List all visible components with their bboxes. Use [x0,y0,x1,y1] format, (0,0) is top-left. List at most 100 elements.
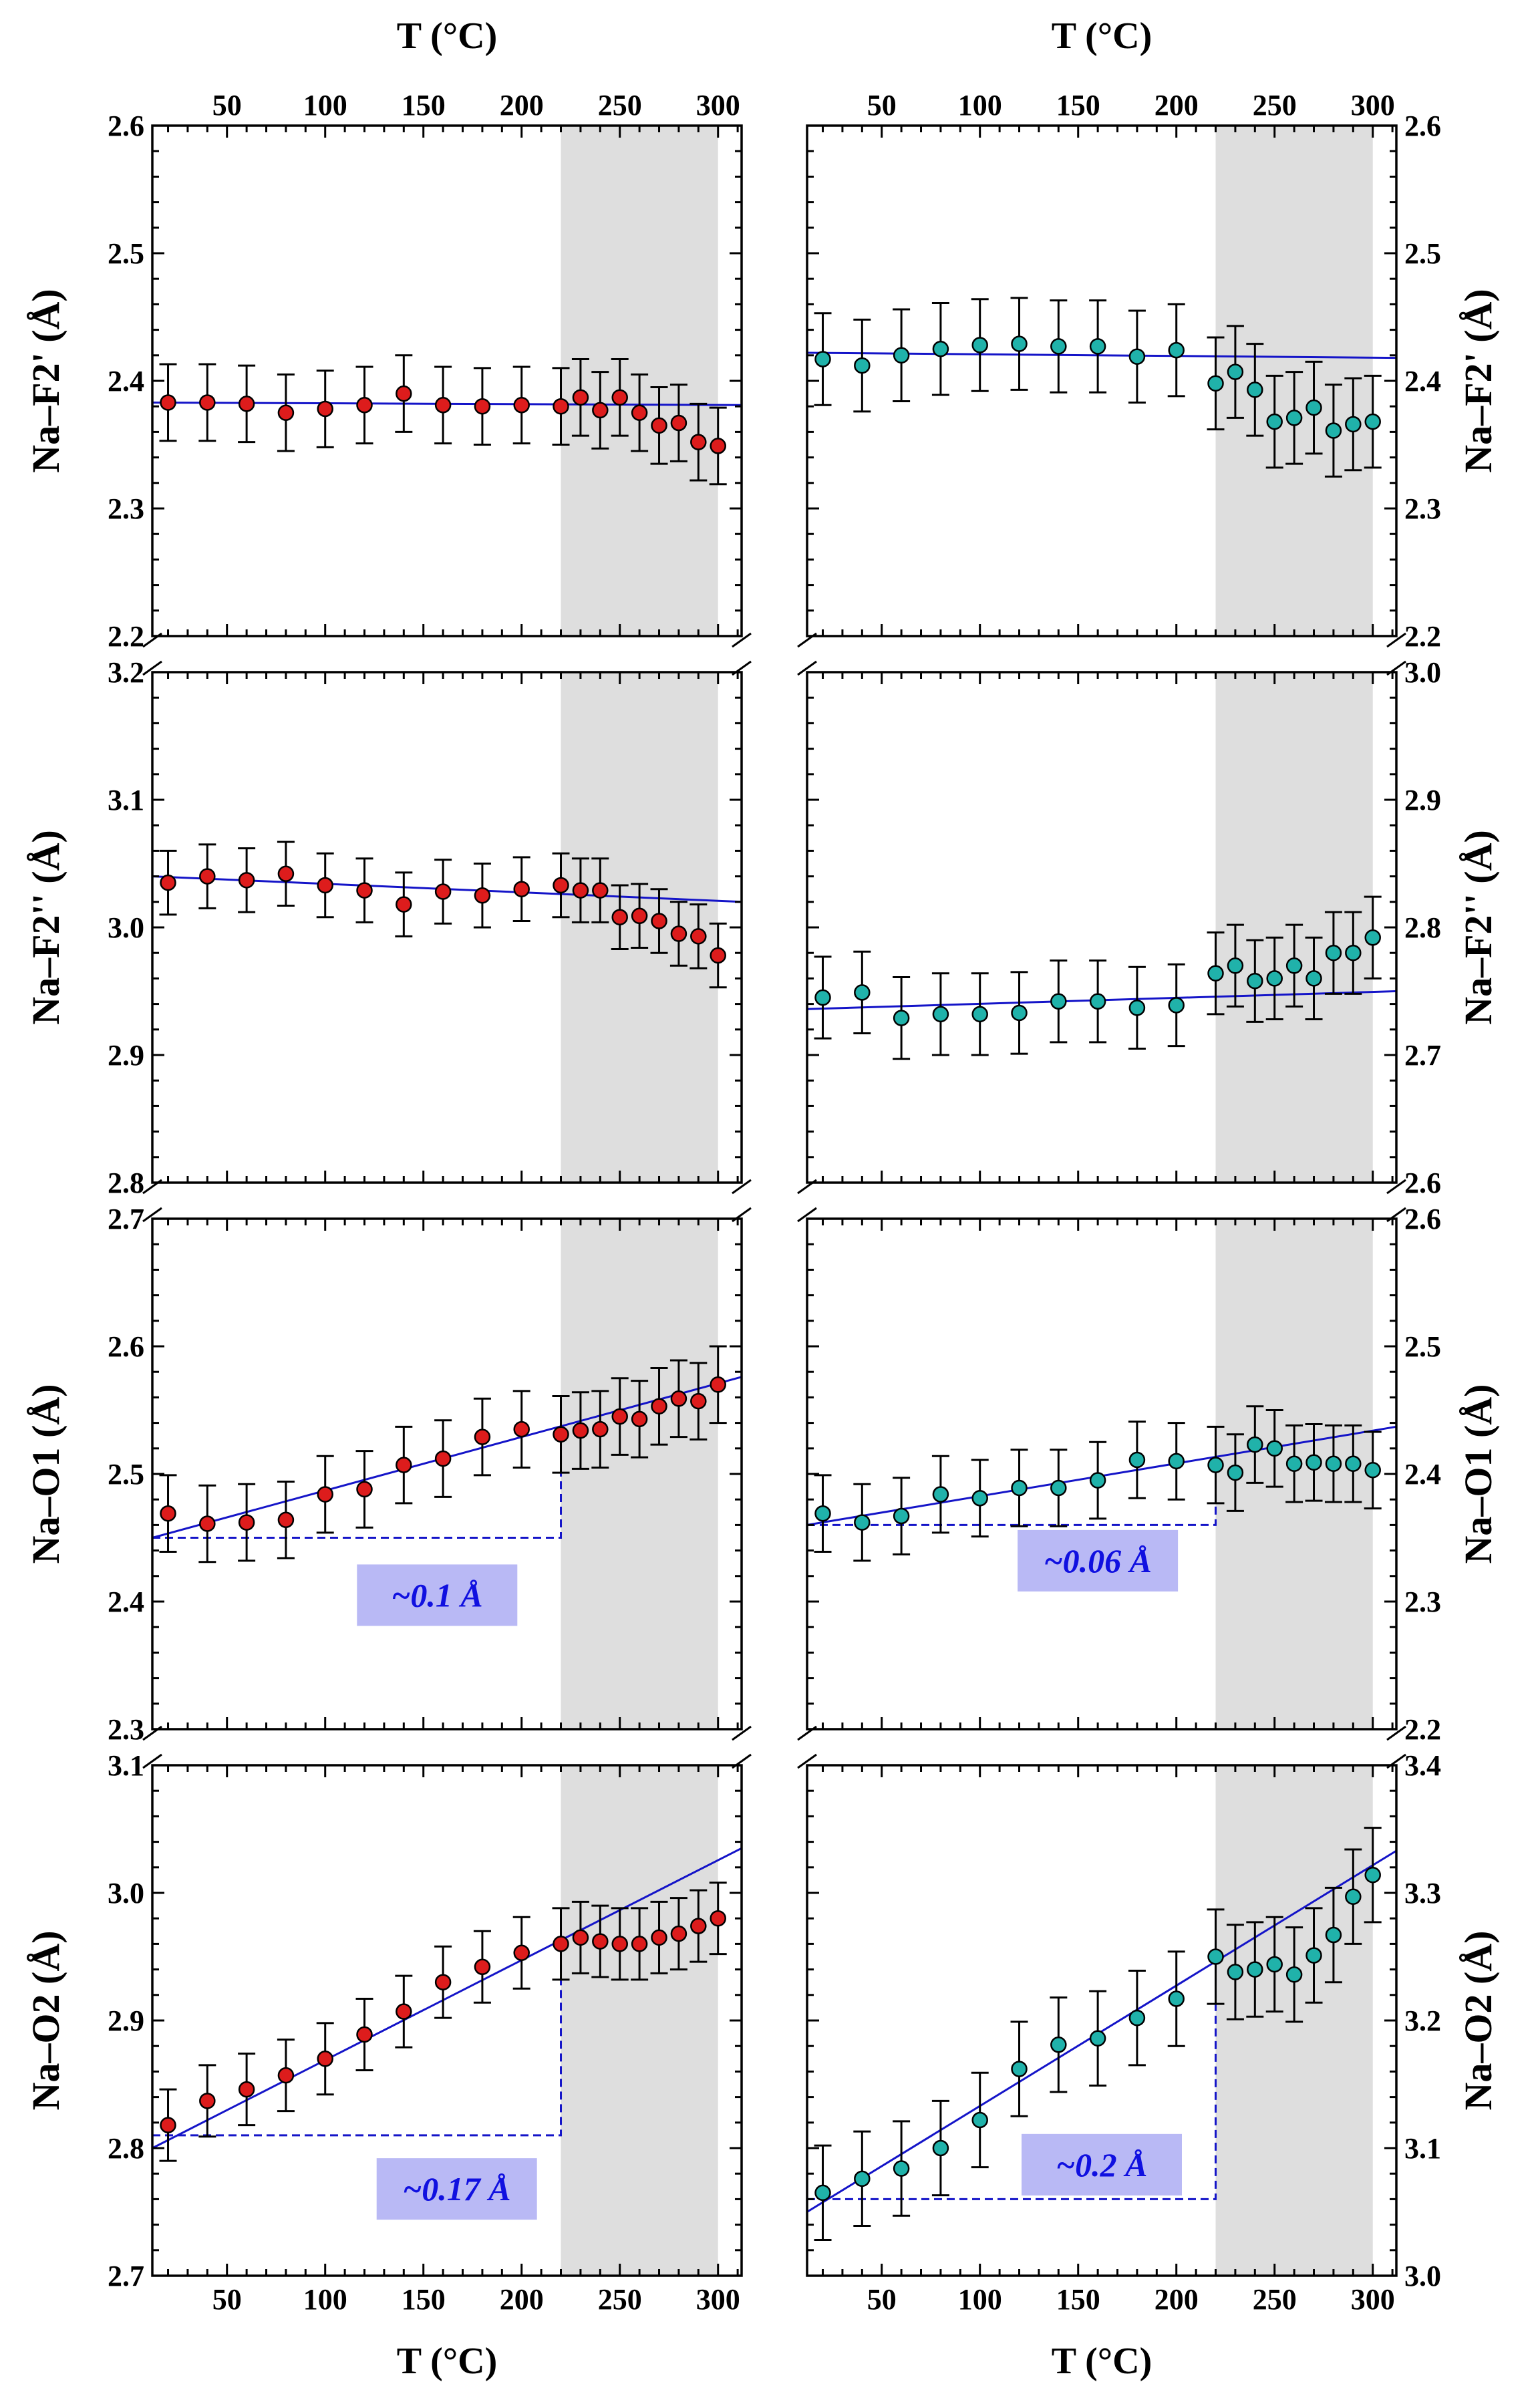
data-point [1325,1455,1342,1472]
data-point [1011,335,1028,352]
data-point [1325,1926,1342,1944]
axis-break-mark [797,632,817,648]
delta-annotation: ~0.2 Å [1022,2133,1182,2196]
y-tick-label: 2.5 [108,1458,144,1491]
data-point [854,1514,871,1531]
data-point [572,1422,589,1439]
data-point [690,1918,707,1934]
data-point [1207,1948,1224,1965]
axis-break-mark [142,660,162,676]
data-point [893,2160,910,2177]
data-point [1128,1000,1146,1016]
right-column: 2.2 2.3 2.4 2.5 2.6 50 100 150 200 250 300 Na–F2' (… [797,89,1500,2316]
delta-annotation: ~0.17 Å [376,2158,537,2220]
data-point [1247,1961,1263,1978]
data-point [651,913,667,929]
y-tick-label: 3.2 [108,656,144,689]
x-tick-label: 300 [696,2283,740,2316]
data-point [932,341,949,357]
annotation-box [357,1564,518,1626]
y-tick-label: 3.2 [1404,2004,1441,2037]
top-x-axis-title-right: T (°C) [1052,15,1152,57]
data-point [199,394,216,411]
data-point [356,397,373,414]
data-point [474,1958,491,1976]
data-point [651,1398,667,1415]
annotation-text: ~0.1 Å [392,1576,483,1614]
data-point [611,1936,628,1952]
y-tick-label: 3.0 [1404,656,1441,689]
x-tick-label: 250 [598,89,642,122]
axis-break-mark [732,1725,752,1741]
data-point [932,1006,949,1023]
data-point [814,351,831,367]
y-tick-label: 3.1 [108,1749,144,1782]
y-tick-label: 2.7 [1404,1039,1441,1072]
data-point [356,1481,373,1498]
data-point [710,438,726,454]
data-point [710,947,726,964]
axis-break-mark [142,1725,162,1741]
data-point [670,925,687,942]
data-point [1168,1990,1185,2007]
y-tick-label: 2.3 [108,492,144,525]
y-tick-label: 2.6 [1404,110,1441,142]
y-tick-label: 2.5 [108,237,144,270]
data-point [690,928,707,945]
x-tick-label: 250 [1253,2283,1297,2316]
data-point [160,394,176,411]
data-point [199,1515,216,1532]
data-point [1325,944,1342,961]
data-point [971,1006,988,1023]
data-point [631,1410,648,1428]
data-point [631,1936,648,1952]
data-point [1227,957,1244,974]
y-tick-label: 2.4 [1404,365,1441,398]
data-point [1285,1455,1303,1472]
data-point [1011,1479,1028,1497]
y-tick-label: 2.6 [108,1330,144,1363]
y-axis-label: Na–F2' (Å) [24,289,67,472]
data-point [238,872,255,889]
y-axis-label: Na–F2'' (Å) [1456,830,1500,1025]
data-point [1050,338,1067,355]
data-point [814,1505,831,1522]
data-point [1050,2037,1067,2053]
x-tick-label: 100 [958,2283,1002,2316]
x-tick-label: 100 [958,89,1002,122]
data-point [854,984,871,1001]
data-point [1089,993,1106,1010]
data-point [317,1486,333,1503]
data-point [474,1429,491,1445]
x-tick-label: 100 [303,89,347,122]
y-tick-label: 2.8 [108,1167,144,1199]
data-point [513,1420,530,1438]
data-point [893,1010,910,1026]
data-point [854,2170,871,2188]
top-x-axis-title-left: T (°C) [397,15,497,57]
y-tick-label: 3.0 [108,911,144,944]
data-point [317,877,333,894]
data-point [631,907,648,925]
y-tick-label: 2.3 [1404,1586,1441,1618]
data-point [611,909,628,925]
y-tick-label: 2.9 [108,2004,144,2037]
axis-break-mark [1386,660,1406,676]
data-point [356,882,373,899]
y-axis-label: Na–O2 (Å) [24,1930,67,2110]
y-tick-label: 3.1 [108,784,144,816]
dashed-bracket [807,1463,1217,1526]
y-tick-label: 2.4 [108,365,144,398]
data-point [1247,1436,1263,1453]
fit-line [152,1847,742,2149]
data-point [572,882,589,899]
axis-break-mark [142,1753,162,1769]
x-tick-label: 300 [1351,89,1395,122]
data-point [1128,1451,1146,1469]
panel-left-2: ~0.1 Å 2.3 2.4 2.5 2.6 2.7 Na–O1 (Å) [24,1203,752,1746]
data-point [592,402,609,419]
y-tick-label: 2.5 [1404,237,1441,270]
data-point [1345,416,1362,433]
data-point [1305,1947,1322,1964]
x-tick-label: 50 [867,89,897,122]
